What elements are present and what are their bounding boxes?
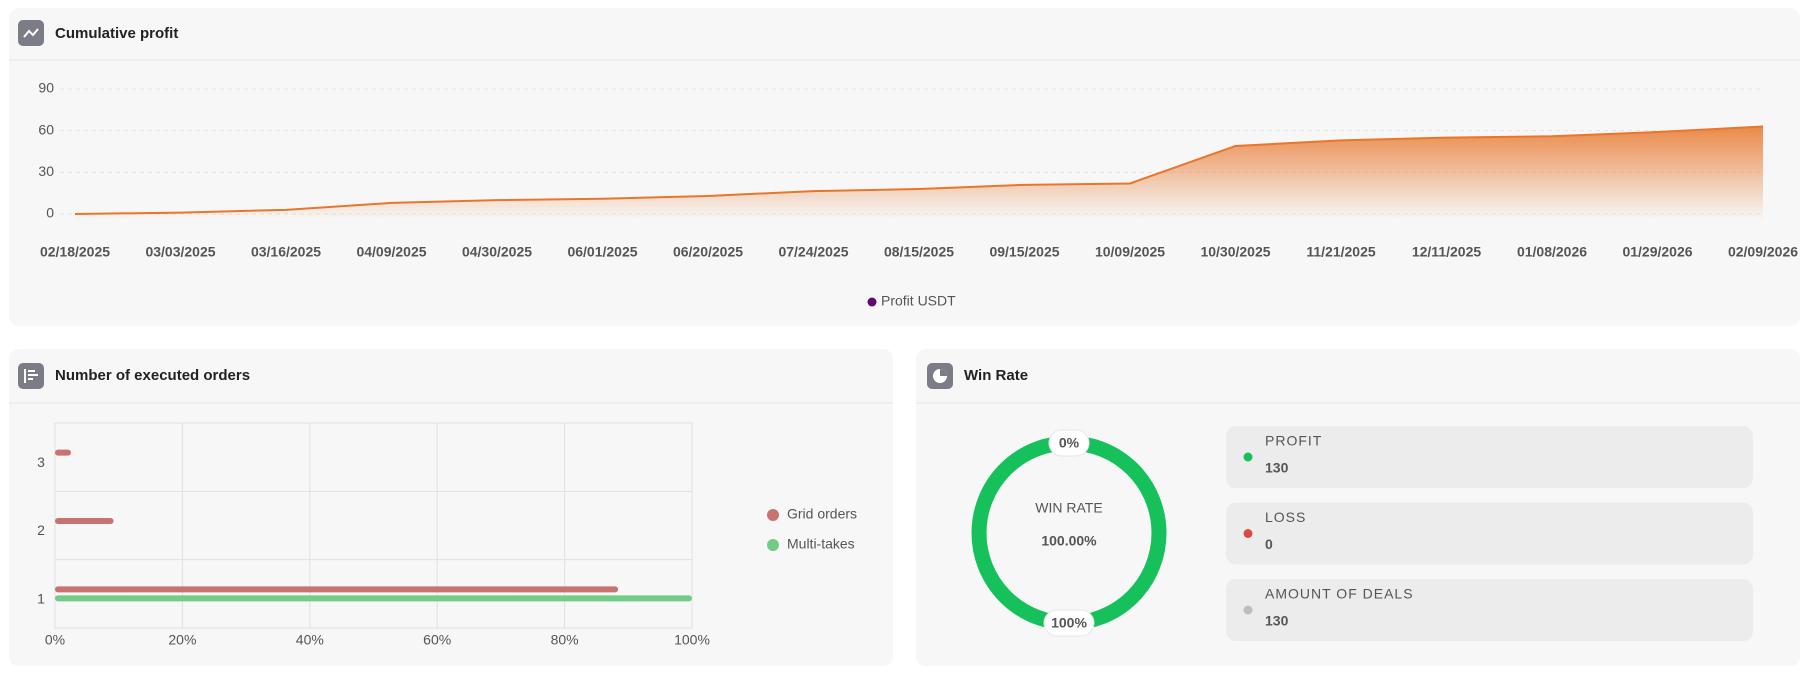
y-tick-label: 1 [37, 591, 45, 607]
icon-glyph [940, 369, 947, 376]
x-tick-label: 01/08/2026 [1517, 244, 1587, 260]
area [75, 126, 1763, 220]
x-tick-label: 11/21/2025 [1306, 244, 1376, 260]
x-tick-label: 60% [423, 632, 451, 648]
stat-value: 0 [1265, 536, 1273, 552]
stat-card [1226, 502, 1753, 565]
x-tick-label: 09/15/2025 [989, 244, 1059, 260]
x-tick-label: 80% [551, 632, 579, 648]
bar-chart: 0% 20% 40% 60% 80% 100% 1 2 3 Grid orders Multi-ta… [37, 422, 857, 648]
panel-orders: Number of executed orders [9, 349, 893, 666]
stat-card [1226, 426, 1753, 488]
x-tick-label: 08/15/2025 [884, 244, 954, 260]
icon-glyph [24, 369, 38, 383]
ring-label: 100% [1051, 615, 1087, 631]
x-tick-label: 06/01/2025 [567, 244, 637, 260]
donut-chart: 0% 100% WIN RATE 100.00% PROFIT 130 LOSS 0 AMOUN… [971, 426, 1753, 641]
y-tick-label: 0 [46, 205, 54, 221]
legend-marker [767, 539, 779, 551]
x-tick-label: 03/03/2025 [145, 244, 215, 260]
x-tick-label: 01/29/2026 [1622, 244, 1692, 260]
stat-value: 130 [1265, 613, 1289, 629]
legend-marker [767, 509, 779, 521]
bar [55, 595, 692, 602]
panel-title: Win Rate [964, 367, 1028, 384]
panel-cumulative: Cumulative profit [9, 8, 1800, 326]
ring-label-bg [1048, 429, 1090, 457]
panel-title: Cumulative profit [55, 25, 178, 42]
ring-label: 0% [1059, 435, 1080, 451]
panel-bg [9, 8, 1800, 326]
legend-label: Grid orders [787, 506, 857, 522]
x-tick-label: 0% [45, 632, 65, 648]
x-tick-label: 12/11/2025 [1412, 244, 1482, 260]
stat-card [1226, 579, 1753, 641]
x-tick-label: 10/09/2025 [1095, 244, 1165, 260]
x-tick-label: 40% [296, 632, 324, 648]
bar [55, 586, 619, 593]
x-tick-label: 03/16/2025 [251, 244, 321, 260]
x-tick-label: 04/30/2025 [462, 244, 532, 260]
line [74, 125, 1764, 215]
stat-label: AMOUNT OF DEALS [1265, 586, 1414, 602]
center-value: 100.00% [1041, 533, 1097, 549]
stat-dot [1243, 452, 1253, 462]
y-tick-label: 2 [37, 522, 45, 538]
panel-bg [9, 349, 893, 666]
y-tick-label: 30 [38, 163, 54, 179]
ring-label-bg [1043, 609, 1095, 637]
x-tick-label: 07/24/2025 [778, 244, 848, 260]
x-tick-label: 06/20/2025 [673, 244, 743, 260]
bar [55, 518, 114, 524]
icon-glyph [23, 28, 39, 38]
x-tick-label: 20% [168, 632, 196, 648]
y-tick-label: 60 [38, 121, 54, 137]
stat-value: 130 [1265, 460, 1289, 476]
legend-marker [867, 297, 877, 307]
stat-dot [1243, 529, 1253, 538]
x-tick-label: 02/09/2026 [1728, 244, 1798, 260]
legend-label: Profit USDT [881, 293, 956, 309]
stat-dot [1243, 605, 1253, 615]
legend-label: Multi-takes [787, 536, 855, 552]
bar [55, 449, 71, 456]
x-tick-label: 02/18/2025 [40, 244, 110, 260]
line-chart: 0 30 60 90 02/18/2025 03/03/2025 03/16/2025 04/… [38, 80, 1798, 309]
y-tick-label: 90 [38, 80, 54, 96]
x-tick-label: 10/30/2025 [1200, 244, 1270, 260]
x-tick-label: 04/09/2025 [356, 244, 426, 260]
y-tick-label: 3 [37, 454, 45, 470]
stat-label: LOSS [1265, 509, 1306, 525]
stat-label: PROFIT [1265, 433, 1322, 449]
center-label: WIN RATE [1035, 500, 1102, 516]
panel-title: Number of executed orders [55, 367, 250, 384]
x-tick-label: 100% [674, 632, 710, 648]
